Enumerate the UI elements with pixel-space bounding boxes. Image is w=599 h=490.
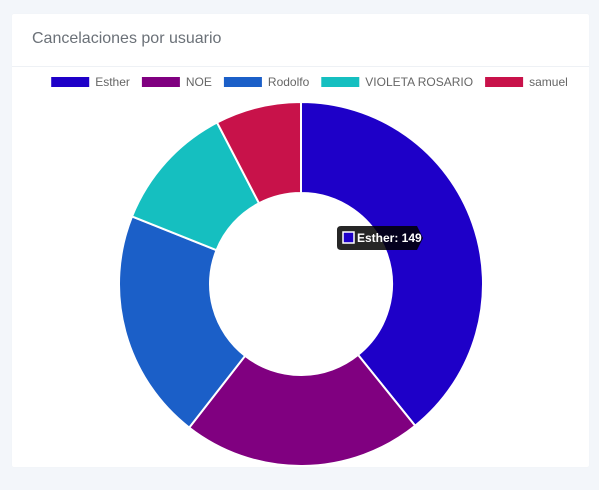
legend-label: Rodolfo [268,75,310,89]
slice-noe[interactable] [187,353,417,467]
legend-swatch [321,77,360,87]
legend-item-noe[interactable]: NOE [141,75,212,89]
legend-item-samuel[interactable]: samuel [485,75,568,89]
tooltip-background [337,226,423,250]
legend-label: samuel [529,75,568,89]
slice-samuel[interactable] [215,100,302,205]
legend-swatch [485,77,524,87]
tooltip-label: Esther: 149 [357,231,422,245]
chart-title: Cancelaciones por usuario [32,30,222,47]
tooltip-swatch [342,231,355,244]
legend-swatch [51,77,90,87]
legend-label: Esther [95,75,130,89]
legend-label: VIOLETA ROSARIO [365,75,473,89]
tooltip: Esther: 149 [337,226,423,250]
legend-swatch [223,77,262,87]
legend-item-rodolfo[interactable]: Rodolfo [223,75,310,89]
legend-label: NOE [186,75,212,89]
slice-rodolfo[interactable] [118,215,247,430]
legend-item-esther[interactable]: Esther [51,75,130,89]
legend-swatch [141,77,180,87]
card-header: Cancelaciones por usuario [12,14,589,67]
legend-item-violeta-rosario[interactable]: VIOLETA ROSARIO [321,75,473,89]
